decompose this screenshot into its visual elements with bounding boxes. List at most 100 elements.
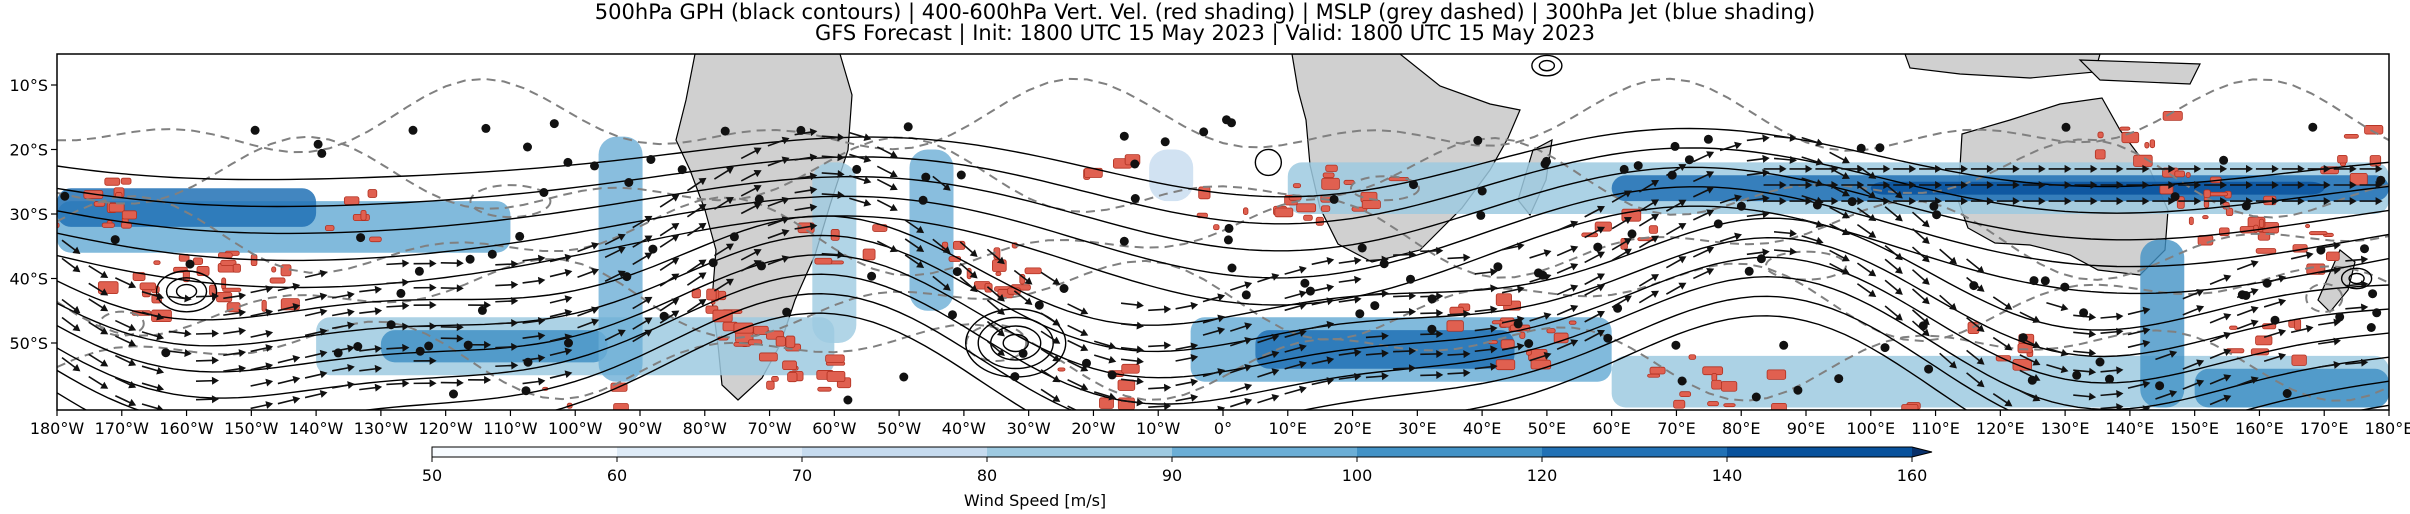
station-dot [1779, 340, 1789, 350]
wind-arrow [304, 269, 328, 279]
wind-arrow [577, 267, 600, 279]
vertical-velocity-patch [771, 376, 779, 382]
station-dot [1847, 197, 1857, 207]
vertical-velocity-patch [613, 403, 629, 410]
station-dot [2029, 276, 2039, 286]
lon-tick-label: 130°W [354, 419, 409, 438]
wind-arrow [1945, 164, 1968, 173]
wind-arrow [61, 298, 81, 314]
wind-arrow [359, 285, 383, 294]
wind-arrow [1996, 197, 2020, 206]
wind-arrow [1556, 304, 1579, 316]
station-dot [1932, 210, 1942, 220]
wind-arrow [932, 238, 951, 254]
wind-arrow [1393, 307, 1417, 316]
station-dot [1875, 143, 1885, 153]
wind-arrow [2127, 339, 2151, 349]
station-dot [1160, 137, 1170, 147]
station-dot [899, 372, 909, 382]
station-dot [1224, 223, 1234, 233]
jet-streak [812, 162, 857, 343]
vertical-velocity-patch [1723, 403, 1736, 408]
jet-streak [2140, 239, 2185, 408]
wind-arrow [632, 329, 653, 343]
station-dot [477, 305, 487, 315]
lon-tick-label: 180°E [2365, 419, 2410, 438]
station-dot [110, 235, 120, 245]
lon-tick-label: 140°E [2106, 419, 2155, 438]
wind-arrow [277, 302, 301, 312]
wind-arrow [1719, 232, 1742, 243]
gph-closed-contour [155, 270, 218, 313]
wind-arrow [2333, 197, 2357, 206]
wind-arrow [1666, 199, 1687, 212]
wind-arrow [250, 329, 274, 338]
wind-arrow [1893, 197, 1917, 206]
gph-closed-contour [1531, 54, 1563, 77]
vertical-velocity-patch [343, 196, 360, 205]
colorbar-tick-label: 90 [1162, 466, 1182, 485]
wind-arrow [2230, 181, 2253, 189]
wind-arrow [1230, 322, 1253, 332]
colorbar-tick-label: 120 [1527, 466, 1558, 485]
wind-arrow [1841, 164, 1865, 173]
wind-arrow [61, 257, 81, 273]
station-dot [952, 267, 962, 277]
station-dot [1034, 300, 1044, 310]
gph-contour [57, 127, 2389, 198]
wind-arrow [1529, 312, 1552, 322]
vertical-velocity-patch [1296, 203, 1317, 213]
station-dot [1305, 286, 1315, 296]
wind-arrow [1284, 385, 1307, 395]
wind-arrow [767, 156, 790, 167]
wind-arrow [250, 401, 274, 410]
wind-arrow [2074, 197, 2098, 206]
wind-arrow [1148, 383, 1172, 392]
wind-arrow [740, 147, 762, 160]
wind-arrow [2255, 181, 2279, 189]
wind-arrow [2019, 389, 2041, 402]
vertical-velocity-patch [222, 287, 242, 292]
wind-arrow [195, 356, 219, 365]
wind-arrow [1841, 181, 1865, 189]
lon-tick-label: 170°W [95, 419, 150, 438]
wind-arrow [1638, 290, 1660, 304]
station-dot [414, 266, 424, 276]
wind-arrow [1693, 186, 1715, 198]
wind-arrow [2307, 164, 2331, 173]
wind-arrow [2100, 389, 2124, 398]
wind-arrow [1638, 213, 1660, 227]
station-dot [2366, 323, 2376, 332]
wind-arrow [1474, 268, 1498, 277]
wind-arrow [359, 344, 383, 353]
wind-arrow [686, 272, 707, 286]
wind-arrow [2209, 374, 2232, 385]
station-dot [1223, 235, 1233, 245]
station-dot [1918, 321, 1928, 331]
vertical-velocity-patch [2343, 133, 2359, 139]
wind-arrow [904, 219, 925, 234]
wind-arrow [821, 133, 845, 142]
lon-tick-label: 20°E [1333, 419, 1371, 438]
wind-arrow [2178, 197, 2202, 206]
station-dot [754, 194, 764, 204]
wind-arrow [1311, 297, 1335, 306]
wind-arrow [88, 321, 109, 335]
wind-arrow [1789, 181, 1813, 189]
wind-arrow [2046, 301, 2069, 312]
station-dot [386, 320, 396, 330]
wind-arrow [1202, 293, 1226, 303]
wind-arrow [141, 290, 165, 301]
wind-arrow [659, 257, 680, 271]
station-dot [1406, 274, 1415, 284]
colorbar-tick-label: 60 [607, 466, 627, 485]
wind-arrow [1970, 164, 1994, 173]
vertical-velocity-patch [369, 236, 382, 243]
station-dot [843, 395, 853, 405]
wind-arrow [577, 318, 600, 329]
map-title-line-1: 500hPa GPH (black contours) | 400-600hPa… [594, 0, 1816, 24]
wind-arrow [61, 316, 81, 332]
wind-arrow [1365, 349, 1389, 358]
vertical-velocity-patch [2291, 354, 2307, 366]
station-dot [1633, 161, 1643, 171]
